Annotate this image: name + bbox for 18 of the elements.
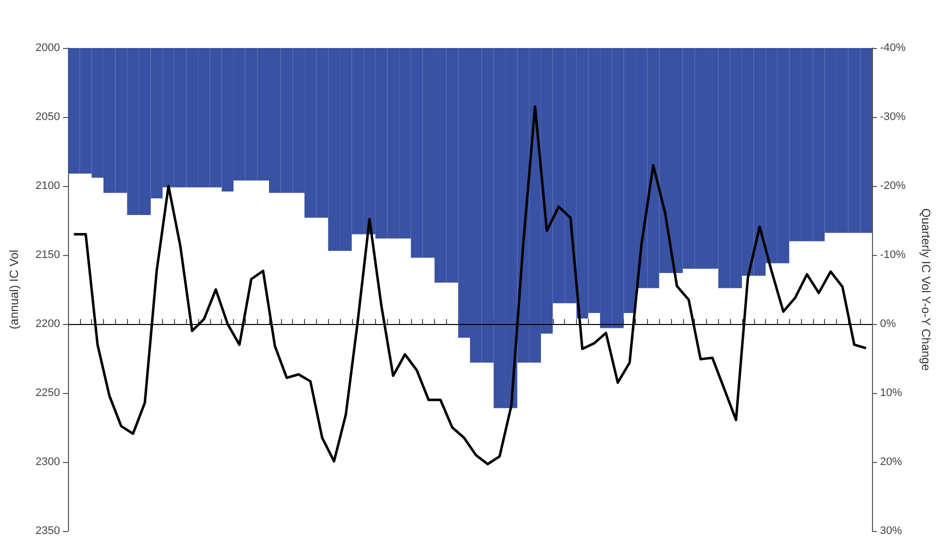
y2-tick-label: 0%: [880, 318, 896, 330]
y2-tick-label: -30%: [880, 111, 906, 123]
y-tick-label: 2150: [36, 249, 60, 261]
y2-tick-label: -10%: [880, 249, 906, 261]
y-tick-label: 2250: [36, 387, 60, 399]
y2-tick-label: -40%: [880, 42, 906, 54]
y-tick-label: 2350: [36, 525, 60, 537]
y2-tick-label: -20%: [880, 180, 906, 192]
y-tick-label: 2200: [36, 318, 60, 330]
y-tick-label: 2100: [36, 180, 60, 192]
y2-axis-title: Quarterly IC Vol Y-o-Y Change: [919, 208, 933, 372]
y-axis-title: (annual) IC Vol: [7, 250, 21, 330]
y-tick-label: 2300: [36, 456, 60, 468]
y-tick-label: 2000: [36, 42, 60, 54]
y2-tick-label: 30%: [880, 525, 902, 537]
y-tick-label: 2050: [36, 111, 60, 123]
y2-tick-label: 10%: [880, 387, 902, 399]
y2-tick-label: 20%: [880, 456, 902, 468]
